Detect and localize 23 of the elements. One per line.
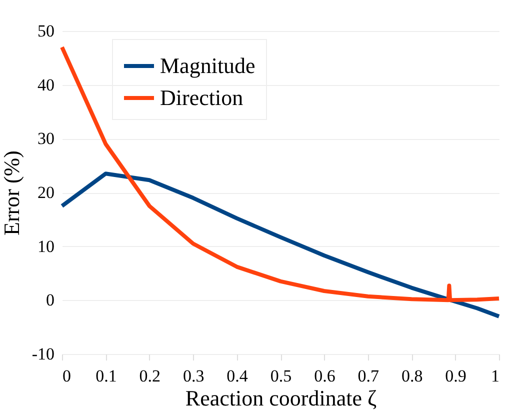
y-tick-label: 10	[38, 236, 54, 256]
y-tick-label: 40	[38, 75, 54, 94]
x-tick-label: 1	[491, 366, 500, 386]
y-tick-label: -10	[32, 344, 54, 364]
y-tick-label: 20	[38, 183, 54, 202]
x-tick-label: 0.9	[445, 366, 466, 386]
line-series	[60, 45, 501, 302]
y-tick-label: 30	[38, 129, 54, 148]
y-axis-title: Error (%)	[0, 150, 24, 236]
legend-label: Magnitude	[160, 53, 256, 78]
x-tick-label: 0.6	[314, 366, 336, 386]
x-tick-label: 0.5	[270, 366, 292, 386]
x-tick-label: 0.2	[139, 366, 161, 386]
x-tick-label: 0	[62, 366, 71, 386]
line-series	[60, 172, 501, 318]
y-tick-label: 50	[38, 22, 54, 40]
legend-label: Direction	[160, 85, 244, 110]
x-tick-label: 0.4	[226, 366, 248, 386]
x-tick-label: 0.7	[358, 366, 380, 386]
x-tick-label: 0.3	[182, 366, 204, 386]
x-tick-label: 0.8	[401, 366, 423, 386]
x-tick-label: 0.1	[96, 366, 117, 386]
y-tick-label: 0	[46, 290, 54, 310]
